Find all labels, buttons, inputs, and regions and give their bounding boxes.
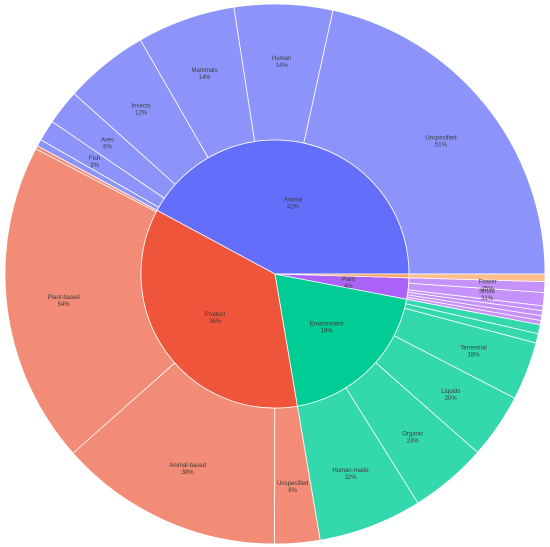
segment-name: Mammals xyxy=(191,68,217,74)
segment-label-human-made-12: Human-made 32% xyxy=(332,468,369,481)
segment-name: Animal-based xyxy=(169,463,206,469)
segment-name: Plant xyxy=(341,277,355,283)
segment-name: Terrestrial xyxy=(460,346,486,352)
segment-label-plant-16: Plant 4% xyxy=(341,277,355,290)
inner-ring xyxy=(140,139,410,409)
outer-ring xyxy=(4,3,546,545)
segment-name: Product xyxy=(205,312,226,318)
segment-name: Insects xyxy=(131,104,150,110)
segment-name: Shoot xyxy=(479,289,495,295)
segment-percent: 14% xyxy=(198,75,211,81)
segment-percent: 42% xyxy=(287,205,300,211)
segment-label-terrestrial-15: Terrestrial 18% xyxy=(460,346,486,359)
segment-name: Human xyxy=(272,56,291,62)
segment-label-organic-13: Organic 24% xyxy=(402,431,423,444)
segment-percent: 14% xyxy=(276,63,289,69)
segment-percent: 32% xyxy=(345,475,358,481)
segment-name: Human-made xyxy=(332,468,369,474)
segment-name: Plant-based xyxy=(48,295,80,301)
segment-label-animal-0: Animal 42% xyxy=(284,198,302,211)
segment-label-mammals-3: Mammals 14% xyxy=(191,68,217,81)
segment-name: Aves xyxy=(101,138,114,144)
segment-name: Liquids xyxy=(441,389,460,395)
segment-name: Animal xyxy=(284,198,302,204)
labels: Animal 42%Unspecified 51%Human 14%Mammals 14… xyxy=(48,56,497,494)
segment-percent: 31% xyxy=(481,296,494,302)
segment-percent: 8% xyxy=(288,488,297,494)
segment-label-insects-4: Insects 12% xyxy=(131,104,150,117)
inner-slice-environment[interactable] xyxy=(274,273,408,407)
segment-name: Fish xyxy=(89,156,100,162)
segment-percent: 5% xyxy=(103,145,112,151)
segment-label-animal-based-9: Animal-based 38% xyxy=(169,463,206,476)
segment-percent: 51% xyxy=(435,143,448,149)
segment-percent: 20% xyxy=(445,396,458,402)
segment-label-aves-5: Aves 5% xyxy=(101,138,114,151)
segment-percent: 12% xyxy=(135,111,148,117)
segment-name: Organic xyxy=(402,431,423,437)
segment-label-human-2: Human 14% xyxy=(272,56,291,69)
segment-name: Environment xyxy=(310,322,344,328)
segment-percent: 18% xyxy=(468,353,481,359)
segment-label-liquids-14: Liquids 20% xyxy=(441,389,460,402)
segment-label-product-7: Product 36% xyxy=(205,312,226,325)
segment-label-flower-18: Flower 25% xyxy=(479,279,497,292)
segment-label-unspecified-1: Unspecified 51% xyxy=(425,136,456,149)
segment-percent: 4% xyxy=(344,284,353,290)
segment-percent: 36% xyxy=(209,319,222,325)
segment-label-fish-6: Fish 3% xyxy=(89,156,100,169)
segment-name: Flower xyxy=(479,279,497,285)
segment-percent: 19% xyxy=(321,329,334,335)
segment-percent: 38% xyxy=(182,470,195,476)
segment-percent: 3% xyxy=(90,163,99,169)
segment-label-unspecified-10: Unspecified 8% xyxy=(277,481,308,494)
segment-percent: 24% xyxy=(407,438,420,444)
segment-name: Unspecified xyxy=(277,481,308,487)
inner-slice-product[interactable] xyxy=(140,209,298,409)
segment-label-plant-based-8: Plant-based 54% xyxy=(48,295,80,308)
segment-label-environment-11: Environment 19% xyxy=(310,322,344,335)
segment-label-shoot-17: Shoot 31% xyxy=(479,289,495,302)
segment-percent: 25% xyxy=(482,286,495,292)
segment-percent: 54% xyxy=(58,302,71,308)
inner-slice-unlabeled[interactable] xyxy=(274,273,410,279)
inner-slice-animal[interactable] xyxy=(156,139,410,275)
segment-name: Unspecified xyxy=(425,136,456,142)
